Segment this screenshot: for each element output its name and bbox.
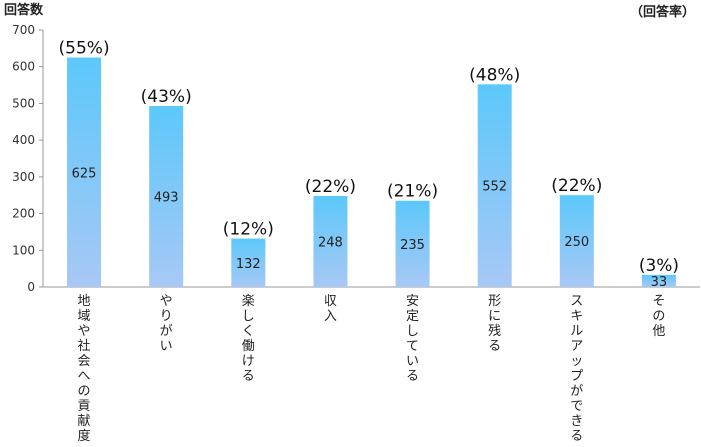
category-label: スキルアップができる — [570, 294, 583, 442]
bar-rate-label: (22%) — [551, 176, 602, 196]
category-label: その他 — [652, 294, 665, 339]
bars-group: 625 (55%) 493 (43%) 132 (12%) 248 (22%) 235 (21%)… — [59, 39, 680, 290]
bar — [313, 195, 348, 287]
bar — [641, 274, 676, 287]
bar-rate-label: (43%) — [141, 87, 192, 107]
bar-value-label: 235 — [400, 238, 425, 253]
x-axis-labels: 地域や社会への貢献度 やりがい 楽しく働ける 収入 安定している 形に残る スキルアップがで… — [78, 293, 666, 444]
bar-value-label: 248 — [318, 235, 343, 250]
y-tick-label: 400 — [12, 133, 35, 147]
bar-rate-label: (22%) — [305, 177, 356, 197]
bar-value-label: 132 — [236, 257, 261, 272]
bar-value-label: 625 — [72, 166, 97, 181]
bar-rate-label: (12%) — [223, 220, 274, 240]
bar-rate-label: (55%) — [59, 39, 110, 59]
category-label: 安定している — [406, 294, 419, 384]
category-label: 地域や社会への貢献度 — [78, 294, 91, 442]
bar-value-label: 552 — [482, 180, 507, 195]
bar — [231, 238, 266, 287]
bar — [67, 57, 102, 288]
y-tick-label: 300 — [12, 170, 35, 184]
bar-value-label: 33 — [651, 275, 668, 290]
y-axis: 0 100 200 300 400 500 600 700 — [12, 23, 700, 294]
bar-value-label: 250 — [564, 235, 589, 250]
category-label: やりがい — [160, 294, 173, 354]
bar-rate-label: (48%) — [469, 65, 520, 85]
category-label: 形に残る — [488, 294, 501, 354]
bar — [559, 195, 594, 287]
y-tick-label: 500 — [12, 96, 35, 110]
bar-value-label: 493 — [154, 190, 179, 205]
bar-rate-label: (3%) — [639, 256, 679, 276]
category-label: 収入 — [324, 294, 337, 324]
category-label: 楽しく働ける — [242, 293, 255, 384]
y-tick-label: 100 — [12, 243, 35, 257]
bar — [395, 200, 430, 287]
y-tick-label: 700 — [12, 23, 35, 37]
bar — [477, 84, 512, 287]
bar — [149, 105, 184, 288]
y-axis-title: 回答数 — [4, 2, 44, 18]
rate-legend-label: （回答率） — [630, 4, 695, 20]
y-tick-label: 200 — [12, 207, 35, 221]
y-tick-label: 0 — [27, 280, 35, 294]
bar-rate-label: (21%) — [387, 182, 438, 202]
y-tick-label: 600 — [12, 60, 35, 74]
